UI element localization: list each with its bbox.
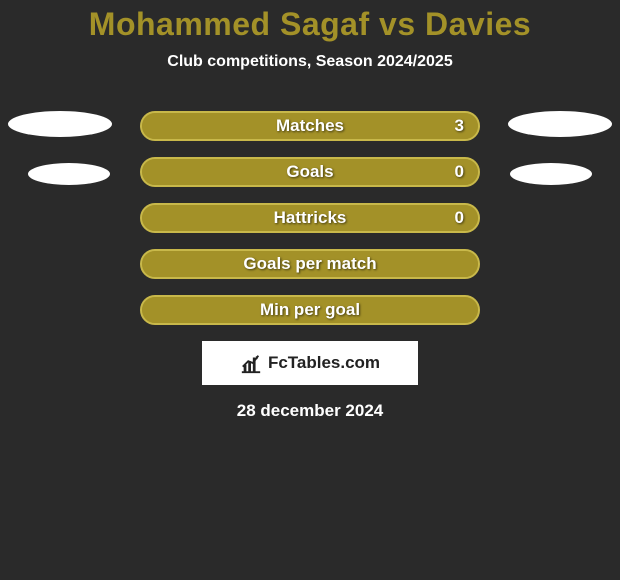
- date-text: 28 december 2024: [0, 401, 620, 421]
- club-right-logo-placeholder: [510, 163, 592, 185]
- source-logo-box: FcTables.com: [202, 341, 418, 385]
- player-left-photo-placeholder: [8, 111, 112, 137]
- stat-bars: Matches3Goals0Hattricks0Goals per matchM…: [140, 111, 480, 325]
- stat-bar: Min per goal: [140, 295, 480, 325]
- club-left-logo-placeholder: [28, 163, 110, 185]
- stat-bar-value: 0: [455, 205, 464, 231]
- stat-bar: Matches3: [140, 111, 480, 141]
- bar-chart-icon: [240, 352, 262, 374]
- stat-bar-label: Goals: [142, 159, 478, 185]
- stat-bar-label: Hattricks: [142, 205, 478, 231]
- stat-bar-label: Matches: [142, 113, 478, 139]
- bars-region: Matches3Goals0Hattricks0Goals per matchM…: [0, 111, 620, 325]
- stat-bar-value: 0: [455, 159, 464, 185]
- page-title: Mohammed Sagaf vs Davies: [0, 6, 620, 43]
- source-logo-text: FcTables.com: [268, 353, 380, 373]
- stat-bar-value: 3: [455, 113, 464, 139]
- stat-bar: Goals0: [140, 157, 480, 187]
- comparison-infographic: Mohammed Sagaf vs Davies Club competitio…: [0, 0, 620, 421]
- player-right-photo-placeholder: [508, 111, 612, 137]
- stat-bar: Hattricks0: [140, 203, 480, 233]
- stat-bar-label: Goals per match: [142, 251, 478, 277]
- stat-bar-label: Min per goal: [142, 297, 478, 323]
- stat-bar: Goals per match: [140, 249, 480, 279]
- subtitle: Club competitions, Season 2024/2025: [0, 53, 620, 71]
